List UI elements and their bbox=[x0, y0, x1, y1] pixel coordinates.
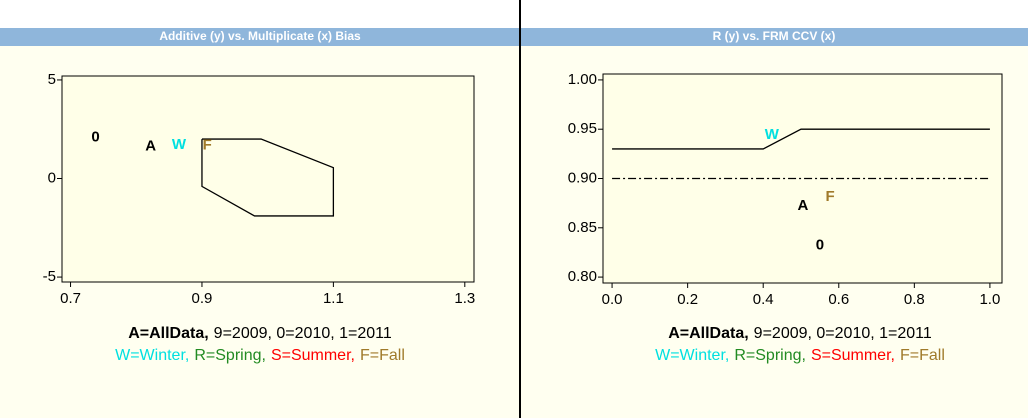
point-marker: A bbox=[145, 138, 156, 155]
x-tick-label: 0.9 bbox=[192, 290, 213, 307]
point-marker: 0 bbox=[816, 237, 824, 254]
chart-title: R (y) vs. FRM CCV (x) bbox=[713, 29, 836, 43]
x-tick-label: 0.2 bbox=[677, 291, 698, 308]
y-tick-label: 0.90 bbox=[568, 169, 597, 186]
legend-line: W=Winter, R=Spring, S=Summer, F=Fall bbox=[115, 347, 405, 364]
x-tick-label: 0.7 bbox=[60, 290, 81, 307]
legend-entry: W=Winter, bbox=[655, 347, 729, 364]
legend-entry: R=Spring, bbox=[734, 347, 806, 364]
x-tick-label: 1.1 bbox=[323, 290, 344, 307]
header-bar bbox=[0, 28, 1028, 46]
plot-area bbox=[61, 75, 475, 283]
x-tick-label: 1.0 bbox=[979, 291, 1000, 308]
legend-entry: R=Spring, bbox=[194, 347, 266, 364]
legend-entry: A=AllData, bbox=[668, 325, 748, 342]
legend-entry: 9=2009, 0=2010, 1=2011 bbox=[214, 325, 392, 342]
legend-entry: F=Fall bbox=[360, 347, 405, 364]
point-marker: W bbox=[765, 126, 780, 143]
y-tick-label: -5 bbox=[43, 268, 56, 285]
y-tick-label: 1.00 bbox=[568, 71, 597, 88]
legend-line: W=Winter, R=Spring, S=Summer, F=Fall bbox=[655, 347, 945, 364]
y-tick-label: 0.85 bbox=[568, 219, 597, 236]
legend-line: A=AllData, 9=2009, 0=2010, 1=2011 bbox=[668, 325, 932, 342]
point-marker: 0 bbox=[91, 128, 99, 145]
y-tick-label: 0.80 bbox=[568, 268, 597, 285]
legend-entry: S=Summer, bbox=[271, 347, 355, 364]
x-tick-label: 0.0 bbox=[602, 291, 623, 308]
y-tick-label: 0 bbox=[48, 169, 56, 186]
y-tick-label: 0.95 bbox=[568, 120, 597, 137]
y-tick-label: 5 bbox=[48, 71, 56, 88]
legend-line: A=AllData, 9=2009, 0=2010, 1=2011 bbox=[128, 325, 392, 342]
legend-entry: F=Fall bbox=[900, 347, 945, 364]
x-tick-label: 1.3 bbox=[454, 290, 475, 307]
legend-entry: W=Winter, bbox=[115, 347, 189, 364]
x-tick-label: 0.4 bbox=[753, 291, 774, 308]
chart-title: Additive (y) vs. Multiplicate (x) Bias bbox=[159, 29, 361, 43]
point-marker: A bbox=[797, 197, 808, 214]
point-marker: F bbox=[825, 188, 834, 205]
legend-entry: A=AllData, bbox=[128, 325, 208, 342]
legend-entry: 9=2009, 0=2010, 1=2011 bbox=[754, 325, 932, 342]
legend-entry: S=Summer, bbox=[811, 347, 895, 364]
x-tick-label: 0.6 bbox=[828, 291, 849, 308]
x-tick-label: 0.8 bbox=[904, 291, 925, 308]
line bbox=[201, 138, 335, 217]
point-marker: W bbox=[172, 136, 187, 153]
line bbox=[612, 128, 990, 150]
point-marker: F bbox=[203, 136, 212, 153]
